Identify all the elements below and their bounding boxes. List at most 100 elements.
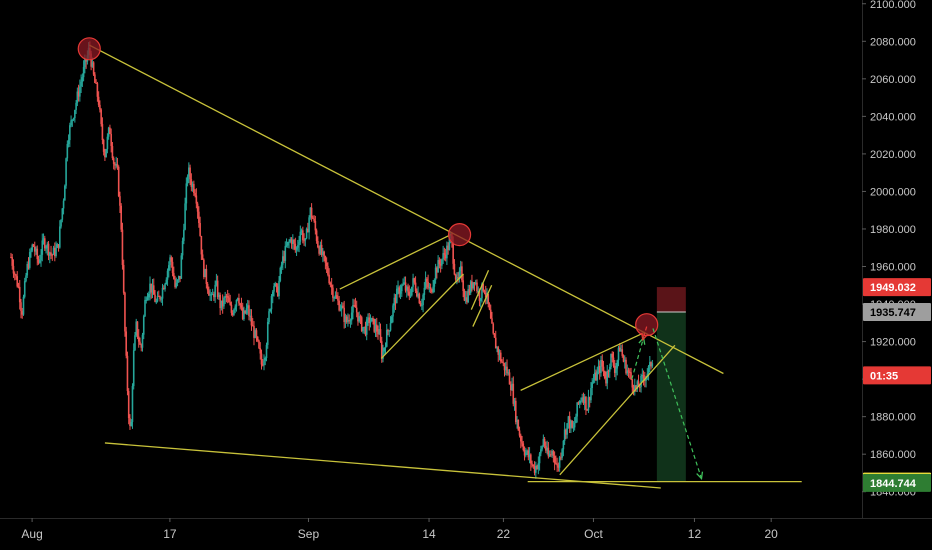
time-axis[interactable]: Aug 17 Sep 14 22 Oct 12 20 — [0, 518, 932, 550]
price-tick-label: 2000.000 — [870, 186, 916, 198]
candle-body — [258, 340, 260, 349]
drawings-layer[interactable] — [77, 37, 802, 489]
candle-body — [166, 270, 169, 280]
candle-body — [334, 295, 337, 298]
candle-body — [592, 380, 595, 383]
candle-body — [136, 321, 139, 337]
candle-body — [551, 451, 553, 455]
candle-body — [256, 336, 259, 341]
candle-body — [60, 219, 62, 227]
candle-body — [424, 278, 427, 288]
take-profit-zone[interactable] — [656, 312, 686, 482]
candle-body — [185, 183, 188, 204]
candle-body — [352, 305, 354, 313]
candle-body — [15, 274, 17, 277]
circle-marker[interactable] — [447, 223, 472, 247]
candle-body — [368, 317, 371, 324]
candle-body — [274, 283, 277, 287]
candle-body — [362, 327, 364, 331]
trendline[interactable] — [104, 442, 661, 489]
candle-body — [263, 360, 265, 366]
candle-body — [353, 305, 355, 307]
candle-body — [408, 291, 411, 297]
arrow-shaft[interactable] — [652, 328, 703, 479]
candle-body — [37, 259, 40, 263]
candle-body — [355, 307, 358, 313]
candle-body — [409, 295, 412, 297]
candle-body — [194, 193, 196, 196]
candle-body — [191, 183, 194, 188]
candle-body — [558, 457, 561, 468]
trendline[interactable] — [88, 44, 724, 375]
candle-body — [280, 264, 283, 268]
candle-body — [84, 59, 86, 68]
candle-body — [116, 163, 119, 167]
price-axis[interactable]: 2100.000 2080.000 2060.000 2040.000 2020.000… — [862, 0, 932, 550]
candle-body — [161, 287, 164, 299]
candle-body — [617, 347, 620, 361]
candle-body — [585, 396, 587, 410]
price-tick-label: 1960.000 — [870, 262, 916, 274]
candle-body — [13, 273, 16, 275]
candle-body — [10, 257, 12, 259]
candle-body — [557, 465, 560, 468]
candle-body — [458, 271, 461, 279]
price-badge-label: 1949.032 — [870, 282, 916, 294]
candle-body — [269, 309, 272, 312]
candle-body — [472, 282, 474, 289]
candle-body — [230, 304, 233, 313]
arrow-shaft[interactable] — [631, 337, 645, 380]
candle-body — [404, 282, 407, 291]
candle-body — [56, 244, 59, 248]
candle-body — [530, 454, 532, 464]
candle-body — [18, 287, 21, 303]
candle-body — [167, 265, 170, 271]
candle-body — [483, 290, 486, 293]
trendline[interactable] — [380, 273, 464, 359]
candle-body — [12, 265, 15, 274]
arrow-head — [696, 471, 704, 481]
candle-body — [637, 381, 640, 387]
price-tick-label: 2040.000 — [870, 111, 916, 123]
price-tick-label: 2080.000 — [870, 36, 916, 48]
trendline[interactable] — [339, 234, 452, 290]
candle-body — [385, 329, 388, 347]
time-tick-label: 20 — [765, 527, 779, 541]
candle-body — [221, 300, 224, 307]
candle-body — [545, 445, 547, 451]
candle-body — [35, 248, 37, 252]
candle-body — [618, 347, 621, 352]
stop-loss-zone[interactable] — [656, 287, 686, 313]
candle-body — [219, 294, 221, 309]
candle-body — [367, 317, 369, 320]
candle-body — [489, 309, 492, 319]
candle-body — [390, 316, 393, 324]
candle-body — [512, 383, 515, 404]
candle-body — [54, 247, 56, 257]
trendline[interactable] — [470, 270, 490, 310]
trendline[interactable] — [559, 344, 676, 476]
candle-body — [25, 275, 27, 282]
candle-body — [279, 267, 282, 281]
candle-body — [399, 291, 402, 294]
candle-body — [175, 282, 178, 287]
candle-body — [481, 283, 483, 299]
candle-body — [378, 329, 381, 335]
candle-body — [40, 254, 42, 261]
candle-body — [380, 341, 383, 359]
circle-marker[interactable] — [77, 37, 101, 61]
candle-body — [610, 353, 612, 368]
candle-body — [348, 320, 350, 322]
candle-body — [208, 290, 210, 296]
trendline[interactable] — [472, 285, 493, 327]
arrow-shaft[interactable] — [642, 326, 648, 340]
trendline[interactable] — [520, 331, 646, 391]
position-tool[interactable] — [656, 287, 686, 482]
candle-body — [57, 244, 60, 248]
candle-body — [156, 295, 159, 302]
candle-body — [329, 283, 332, 285]
circle-marker[interactable] — [635, 313, 659, 337]
candle-body — [600, 359, 602, 373]
